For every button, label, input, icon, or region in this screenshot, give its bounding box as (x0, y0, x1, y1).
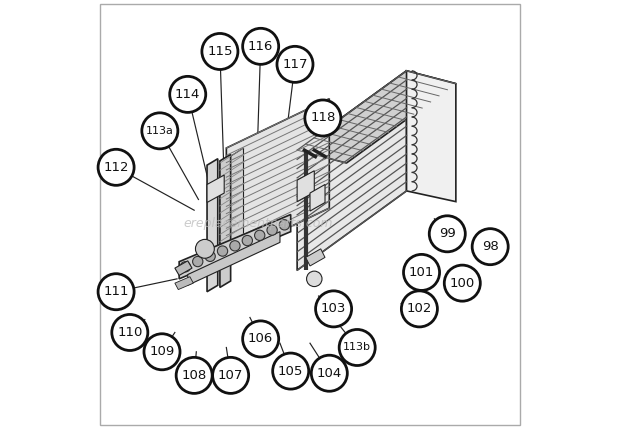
Circle shape (429, 216, 465, 252)
Text: 98: 98 (482, 240, 498, 253)
Circle shape (305, 100, 341, 136)
Circle shape (112, 314, 148, 350)
Text: 115: 115 (207, 45, 232, 58)
Text: 101: 101 (409, 266, 434, 279)
Circle shape (98, 274, 134, 310)
Circle shape (144, 334, 180, 370)
Circle shape (472, 229, 508, 265)
Circle shape (176, 357, 212, 393)
Polygon shape (407, 71, 456, 202)
Circle shape (445, 265, 480, 301)
Polygon shape (207, 175, 224, 202)
Circle shape (242, 321, 278, 357)
Circle shape (180, 262, 190, 272)
Text: 107: 107 (218, 369, 243, 382)
Circle shape (401, 291, 438, 327)
Circle shape (142, 113, 178, 149)
Text: 111: 111 (104, 285, 129, 298)
Polygon shape (306, 249, 325, 266)
Polygon shape (297, 71, 456, 163)
Text: 109: 109 (149, 345, 175, 358)
Circle shape (277, 46, 313, 82)
Circle shape (213, 357, 249, 393)
Circle shape (306, 271, 322, 287)
Text: 106: 106 (248, 332, 273, 345)
Circle shape (193, 257, 203, 267)
Circle shape (98, 149, 134, 185)
Text: 114: 114 (175, 88, 200, 101)
Text: 104: 104 (317, 367, 342, 380)
Text: 100: 100 (450, 277, 475, 290)
Circle shape (280, 220, 290, 230)
Circle shape (267, 225, 277, 235)
Circle shape (202, 33, 238, 69)
Polygon shape (220, 154, 231, 287)
Circle shape (404, 254, 440, 290)
Text: 117: 117 (282, 58, 308, 71)
Text: 103: 103 (321, 302, 347, 315)
Circle shape (242, 236, 252, 246)
Text: 113b: 113b (343, 342, 371, 353)
Text: 113a: 113a (146, 126, 174, 136)
Text: 116: 116 (248, 40, 273, 53)
Polygon shape (226, 99, 329, 257)
Circle shape (311, 355, 347, 391)
Text: 112: 112 (104, 161, 129, 174)
Circle shape (273, 353, 309, 389)
Text: 118: 118 (310, 112, 335, 124)
Circle shape (170, 76, 206, 112)
Text: 110: 110 (117, 326, 143, 339)
Polygon shape (179, 214, 291, 279)
Polygon shape (188, 232, 280, 285)
Circle shape (255, 230, 265, 241)
Polygon shape (175, 261, 192, 275)
Polygon shape (297, 171, 314, 202)
Text: 105: 105 (278, 365, 303, 378)
Circle shape (195, 239, 215, 258)
Circle shape (230, 241, 240, 251)
Circle shape (205, 251, 215, 261)
Circle shape (316, 291, 352, 327)
Polygon shape (175, 277, 193, 290)
Polygon shape (310, 184, 325, 211)
Polygon shape (220, 148, 244, 270)
Text: 102: 102 (407, 302, 432, 315)
Circle shape (242, 28, 278, 64)
Text: 108: 108 (182, 369, 207, 382)
Text: ereplacementparts.com: ereplacementparts.com (184, 217, 334, 230)
Polygon shape (207, 159, 218, 292)
Circle shape (339, 329, 375, 366)
Text: 99: 99 (439, 227, 456, 240)
Circle shape (218, 246, 228, 256)
Polygon shape (297, 71, 407, 270)
